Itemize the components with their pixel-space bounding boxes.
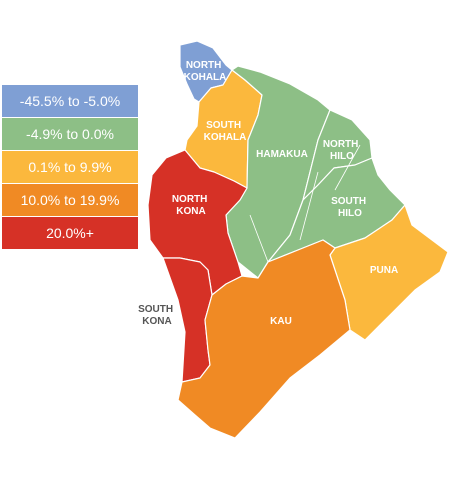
label-kau: KAU [270, 316, 292, 327]
label-north-kohala: NORTH KOHALA [184, 60, 227, 83]
label-north-hilo: NORTH HILO [323, 139, 361, 162]
boundary-line [249, 214, 269, 263]
label-south-hilo: SOUTH HILO [331, 196, 369, 219]
legend-item: -45.5% to -5.0% [2, 85, 138, 117]
label-south-kona: SOUTH KONA [138, 304, 176, 327]
label-south-kohala: SOUTH KOHALA [204, 120, 247, 143]
boundary-line [299, 171, 319, 241]
legend-item: 20.0%+ [2, 217, 138, 249]
legend-item: -4.9% to 0.0% [2, 118, 138, 150]
legend-item: 0.1% to 9.9% [2, 151, 138, 183]
label-puna: PUNA [370, 265, 398, 276]
label-hamakua: HAMAKUA [256, 149, 308, 160]
boundary-line [334, 144, 361, 191]
district-kau[interactable] [177, 239, 351, 439]
district-puna[interactable] [329, 204, 449, 341]
legend-item: 10.0% to 19.9% [2, 184, 138, 216]
label-north-kona: NORTH KONA [172, 194, 210, 217]
legend: -45.5% to -5.0% -4.9% to 0.0% 0.1% to 9.… [2, 85, 138, 250]
